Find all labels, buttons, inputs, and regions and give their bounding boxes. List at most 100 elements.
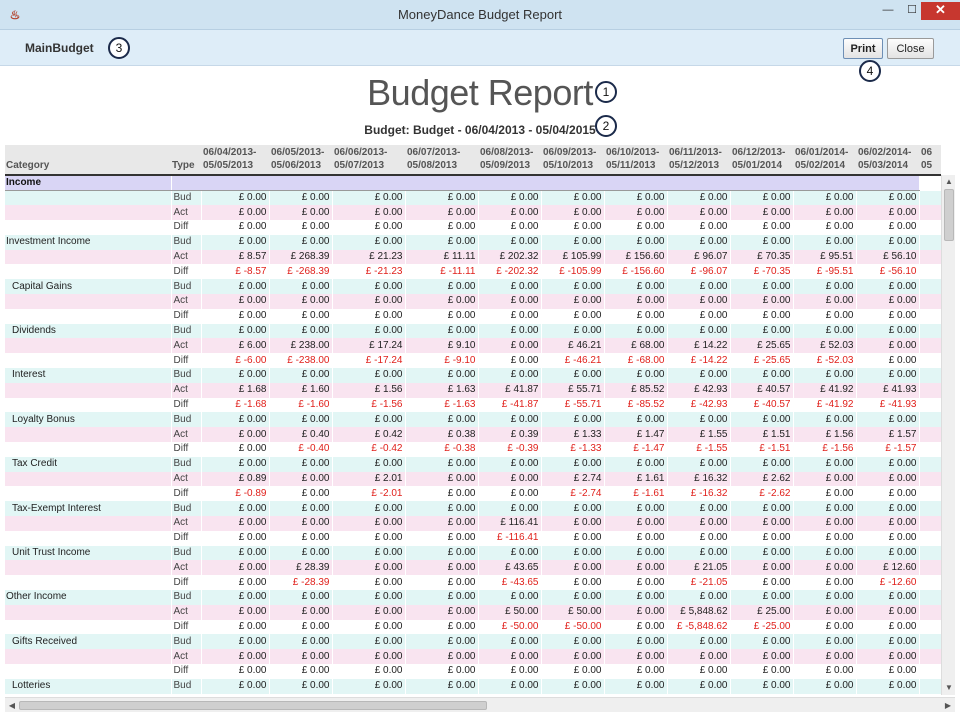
value-cell-clipped [919,308,941,324]
value-cell: £ -17.24 [332,353,406,369]
value-cell: £ 0.00 [541,634,605,650]
value-cell: £ 0.00 [201,530,270,546]
value-cell: £ 0.00 [730,664,794,679]
value-cell: £ 25.00 [730,604,794,620]
value-cell: £ -43.65 [478,575,542,591]
value-cell: £ 0.00 [856,294,920,309]
type-cell: Diff [171,220,202,235]
value-cell: £ -1.33 [541,442,605,457]
period-header[interactable]: 06/07/2013- 05/08/2013 [405,145,478,176]
value-cell: £ 41.93 [856,382,920,398]
period-header[interactable]: 06/10/2013- 05/11/2013 [604,145,667,176]
value-cell: £ -85.52 [604,397,668,413]
value-cell-clipped [919,575,941,591]
value-cell: £ -41.87 [478,397,542,413]
value-cell: £ 0.00 [667,234,731,250]
scroll-right-icon[interactable]: ▶ [944,701,952,710]
value-cell: £ 0.00 [269,486,333,502]
value-cell-clipped [919,382,941,398]
value-cell: £ 0.00 [269,516,333,531]
table-row: Gifts Received Bud £ 0.00 £ 0.00 £ 0.00 £ 0.0… [5,634,941,650]
table-row: Diff £ -6.00 £ -238.00 £ -17.24 £ -9.10 £ 0.0… [5,353,941,369]
window-title: MoneyDance Budget Report [397,7,563,22]
period-header[interactable]: 06 05 [919,145,941,176]
section-label: Income [5,175,172,191]
value-cell: £ 0.00 [332,649,406,664]
value-cell: £ 0.00 [793,220,857,235]
value-cell: £ 0.00 [478,205,542,221]
vertical-scrollbar[interactable]: ▲ ▼ [941,175,955,695]
category-header[interactable]: Category [5,145,171,176]
print-button[interactable]: Print [843,38,883,59]
period-header[interactable]: 06/05/2013- 05/06/2013 [269,145,332,176]
value-cell: £ 0.00 [478,649,542,664]
value-cell: £ 0.00 [604,634,668,650]
value-cell: £ 0.00 [269,545,333,561]
period-header[interactable]: 06/04/2013- 05/05/2013 [201,145,269,176]
type-header[interactable]: Type [171,145,201,176]
period-end: 05/09/2013 [480,160,531,171]
minimize-button[interactable]: — [882,4,894,16]
vertical-scroll-thumb[interactable] [944,189,954,241]
value-cell: £ 0.00 [604,412,668,428]
value-cell-clipped [919,501,941,517]
period-header[interactable]: 06/02/2014- 05/03/2014 [856,145,919,176]
maximize-button[interactable]: ☐ [907,4,917,16]
value-cell: £ 2.74 [541,471,605,487]
value-cell: £ 1.63 [405,382,479,398]
period-header[interactable]: 06/01/2014- 05/02/2014 [793,145,856,176]
table-row: Interest Bud £ 0.00 £ 0.00 £ 0.00 £ 0.00 £ 0.0… [5,368,941,383]
period-header[interactable]: 06/06/2013- 05/07/2013 [332,145,405,176]
value-cell: £ 0.00 [201,368,270,383]
period-end: 05/03/2014 [858,160,909,171]
value-cell: £ 0.00 [405,678,479,694]
horizontal-scroll-thumb[interactable] [19,701,487,710]
value-cell: £ 1.61 [604,471,668,487]
value-cell: £ 0.00 [856,323,920,339]
type-cell: Bud [171,590,202,605]
table-row: Capital Gains Bud £ 0.00 £ 0.00 £ 0.00 £ 0.00… [5,279,941,295]
value-cell: £ 42.93 [667,382,731,398]
value-cell: £ -2.62 [730,486,794,502]
value-cell: £ 0.00 [332,634,406,650]
value-cell: £ -1.63 [405,397,479,413]
scroll-down-icon[interactable]: ▼ [945,683,953,692]
scroll-up-icon[interactable]: ▲ [945,177,953,186]
value-cell: £ 0.00 [478,634,542,650]
value-cell: £ 95.51 [793,249,857,265]
value-cell: £ 0.00 [405,220,479,235]
table-row: Diff £ 0.00 £ 0.00 £ 0.00 £ 0.00 £ 0.00 £ 0.00… [5,308,941,324]
value-cell: £ 0.00 [667,294,731,309]
window-close-button[interactable]: ✕ [921,2,960,20]
value-cell: £ -238.00 [269,353,333,369]
period-header[interactable]: 06/12/2013- 05/01/2014 [730,145,793,176]
value-cell: £ 0.00 [604,516,668,531]
table-row: Act £ 0.00 £ 0.00 £ 0.00 £ 0.00 £ 50.00 £ 50.0… [5,604,941,620]
callout-1: 1 [595,81,617,103]
value-cell-clipped [919,545,941,561]
value-cell: £ 0.00 [793,678,857,694]
value-cell: £ -156.60 [604,264,668,280]
value-cell: £ 0.00 [405,501,479,517]
scroll-left-icon[interactable]: ◀ [8,701,16,710]
value-cell: £ 0.00 [201,456,270,472]
period-end: 05/02/2014 [795,160,846,171]
period-header[interactable]: 06/08/2013- 05/09/2013 [478,145,541,176]
value-cell: £ 0.00 [478,501,542,517]
category-cell [5,264,172,280]
value-cell-clipped [919,353,941,369]
period-header[interactable]: 06/09/2013- 05/10/2013 [541,145,604,176]
type-cell: Act [171,604,202,620]
close-button[interactable]: Close [887,38,934,59]
value-cell: £ 0.00 [793,604,857,620]
value-cell-clipped [919,560,941,576]
horizontal-scrollbar[interactable]: ◀ ▶ [5,697,955,712]
value-cell: £ -105.99 [541,264,605,280]
budget-name-label: MainBudget [25,41,94,55]
value-cell: £ -70.35 [730,264,794,280]
period-header[interactable]: 06/11/2013- 05/12/2013 [667,145,730,176]
value-cell: £ 0.00 [667,649,731,664]
value-cell: £ 0.00 [201,634,270,650]
value-cell: £ 0.00 [793,234,857,250]
value-cell: £ 28.39 [269,560,333,576]
